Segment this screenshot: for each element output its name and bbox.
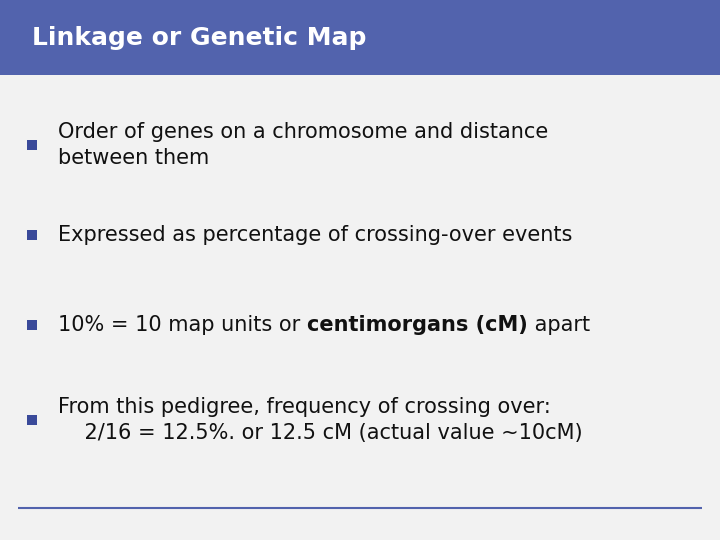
Text: From this pedigree, frequency of crossing over:
    2/16 = 12.5%. or 12.5 cM (ac: From this pedigree, frequency of crossin… [58,397,582,443]
Bar [27,230,37,240]
Text: 10% = 10 map units or: 10% = 10 map units or [58,315,307,335]
Text: centimorgans (cM): centimorgans (cM) [307,315,528,335]
Bar [27,415,37,425]
Bar [27,140,37,150]
Text: apart: apart [528,315,590,335]
Text: Linkage or Genetic Map: Linkage or Genetic Map [32,25,366,50]
Bar [0,0,720,75]
Bar [27,320,37,330]
Text: Order of genes on a chromosome and distance
between them: Order of genes on a chromosome and dista… [58,122,548,168]
Text: Expressed as percentage of crossing-over events: Expressed as percentage of crossing-over… [58,225,572,245]
